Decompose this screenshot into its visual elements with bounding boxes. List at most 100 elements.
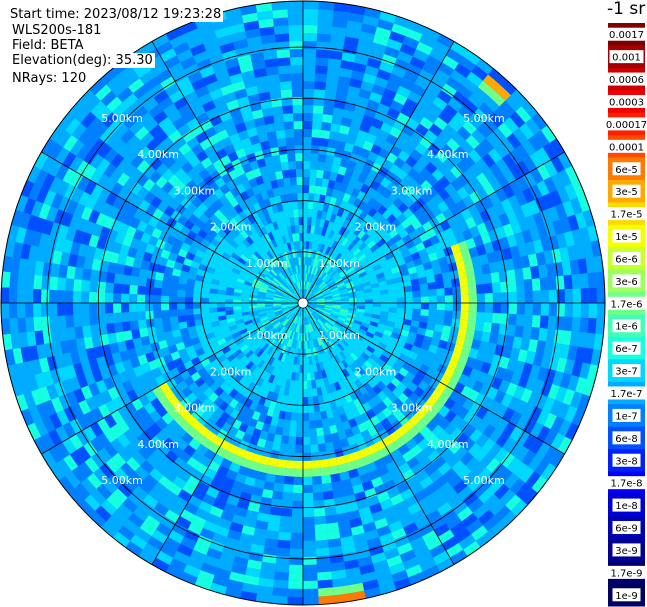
range-gate-cell: [235, 148, 247, 159]
range-gate-cell: [322, 426, 331, 436]
range-gate-cell: [483, 241, 495, 254]
range-gate-cell: [277, 352, 284, 361]
range-gate-cell: [303, 81, 315, 90]
range-gate-cell: [200, 119, 214, 132]
range-gate-cell: [347, 401, 357, 411]
range-gate-cell: [127, 348, 138, 360]
range-gate-cell: [410, 345, 421, 355]
range-gate-cell: [306, 257, 311, 266]
range-gate-cell: [303, 548, 317, 557]
range-gate-cell: [113, 303, 122, 313]
range-gate-cell: [340, 306, 349, 311]
range-gate-cell: [409, 536, 426, 550]
range-gate-cell: [171, 268, 182, 277]
range-gate-cell: [345, 185, 355, 196]
range-gate-cell: [306, 292, 313, 299]
range-gate-cell: [476, 303, 485, 313]
range-gate-cell: [582, 347, 594, 365]
colorbar-tick-label: 0.0001: [609, 142, 644, 153]
range-gate-cell: [176, 76, 192, 90]
range-gate-cell: [488, 400, 501, 414]
range-gate-cell: [386, 256, 397, 265]
range-gate-cell: [469, 415, 483, 429]
range-gate-cell: [219, 256, 229, 264]
range-gate-cell: [229, 107, 242, 119]
range-gate-cell: [261, 173, 271, 184]
range-gate-cell: [300, 257, 303, 266]
range-gate-cell: [55, 425, 70, 442]
range-gate-cell: [233, 391, 244, 402]
range-gate-cell: [350, 525, 365, 536]
range-gate-cell: [425, 351, 436, 361]
range-gate-cell: [303, 580, 318, 589]
range-gate-cell: [228, 23, 246, 35]
range-gate-cell: [315, 278, 322, 286]
range-gate-cell: [334, 363, 342, 373]
range-gate-cell: [264, 335, 273, 344]
range-gate-cell: [242, 358, 251, 367]
range-gate-cell: [465, 377, 477, 390]
range-gate-cell: [327, 280, 335, 287]
range-gate-cell: [257, 328, 266, 335]
range-gate-cell: [213, 472, 226, 484]
range-gate-cell: [286, 321, 292, 329]
range-gate-cell: [304, 273, 307, 282]
range-gate-cell: [161, 288, 170, 296]
range-gate-cell: [205, 107, 220, 120]
range-gate-cell: [145, 351, 156, 363]
range-gate-cell: [191, 398, 203, 410]
range-gate-cell: [415, 123, 429, 137]
range-gate-cell: [452, 111, 468, 127]
range-gate-cell: [250, 543, 265, 554]
range-gate-cell: [443, 227, 455, 239]
range-gate-cell: [83, 180, 97, 195]
range-gate-cell: [219, 215, 230, 226]
range-gate-cell: [118, 371, 130, 384]
range-gate-cell: [303, 540, 316, 549]
range-gate-cell: [445, 76, 462, 92]
range-gate-cell: [173, 357, 184, 368]
range-gate-cell: [318, 328, 324, 336]
range-gate-cell: [274, 292, 283, 297]
range-gate-cell: [81, 303, 90, 315]
range-gate-cell: [111, 80, 129, 97]
colorbar-label-bg: [606, 27, 647, 41]
range-gate-cell: [257, 271, 266, 278]
range-gate-cell: [121, 283, 130, 294]
range-gate-cell: [282, 491, 294, 501]
range-gate-cell: [225, 469, 238, 481]
range-gate-cell: [165, 450, 179, 464]
range-gate-cell: [278, 451, 288, 461]
range-gate-cell: [276, 254, 283, 264]
range-gate-cell: [442, 103, 458, 119]
range-gate-cell: [133, 105, 149, 121]
range-gate-cell: [189, 549, 207, 563]
range-gate-cell: [384, 372, 395, 382]
range-gate-cell: [405, 356, 416, 366]
range-gate-cell: [170, 275, 180, 284]
range-gate-cell: [277, 539, 291, 549]
range-gate-cell: [286, 145, 296, 154]
range-gate-cell: [273, 571, 289, 581]
range-gate-cell: [400, 488, 414, 501]
range-gate-cell: [260, 282, 270, 288]
range-gate-cell: [138, 446, 152, 460]
range-gate-cell: [240, 268, 250, 275]
range-gate-cell: [80, 206, 93, 221]
azimuth-spokes: [1, 1, 605, 605]
range-gate-cell: [139, 521, 156, 537]
range-gate-cell: [316, 305, 325, 309]
range-gate-cell: [232, 140, 244, 152]
range-gate-cell: [293, 265, 297, 275]
range-gate-cell: [354, 137, 366, 149]
range-gate-cell: [203, 322, 213, 330]
range-gate-cell: [559, 246, 570, 263]
range-gate-cell: [112, 396, 125, 410]
range-gate-cell: [316, 387, 323, 396]
range-gate-cell: [272, 349, 279, 359]
range-gate-cell: [278, 186, 286, 196]
range-gate-cell: [264, 415, 273, 425]
range-gate-cell: [507, 396, 521, 412]
range-gate-cell: [111, 138, 127, 154]
range-gate-cell: [273, 212, 281, 222]
